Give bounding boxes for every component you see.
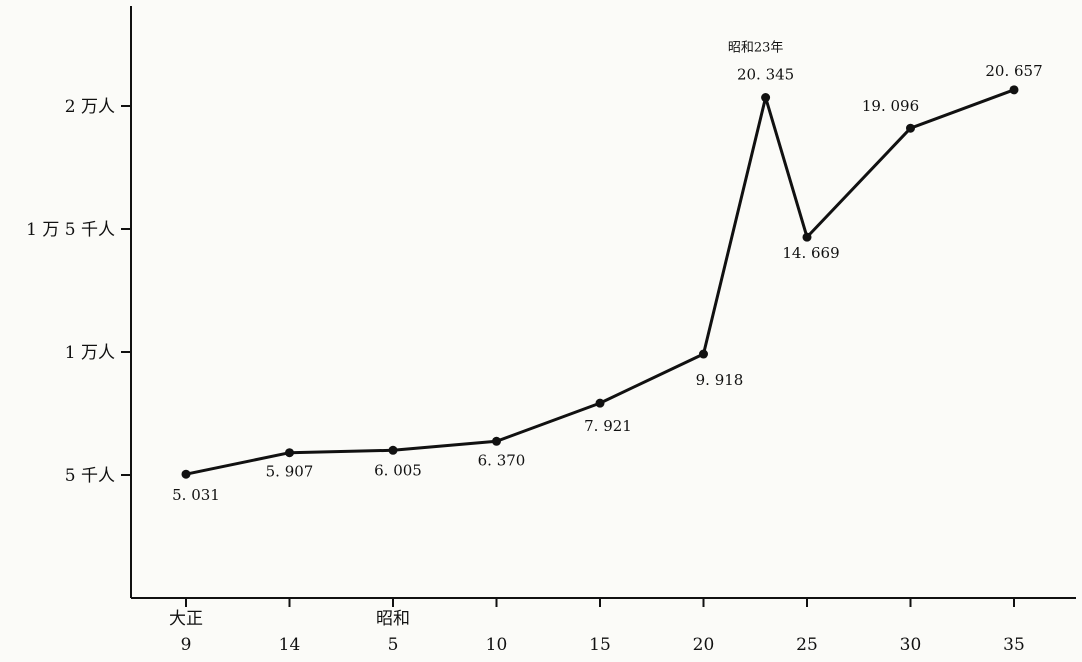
y-tick-label: 1 万人 bbox=[65, 343, 115, 363]
y-tick-label: 2 万人 bbox=[65, 97, 115, 117]
data-point bbox=[761, 93, 771, 103]
data-point bbox=[1009, 85, 1019, 95]
data-label: 5. 907 bbox=[266, 463, 314, 481]
data-label: 5. 031 bbox=[172, 486, 220, 504]
data-point bbox=[802, 232, 812, 242]
data-point bbox=[492, 436, 501, 446]
x-tick-label: 25 bbox=[796, 635, 818, 655]
x-tick-label: 9 bbox=[181, 635, 192, 655]
data-label: 20. 345 bbox=[737, 66, 794, 84]
data-label: 14. 669 bbox=[782, 244, 839, 262]
data-point bbox=[285, 448, 294, 458]
y-axis-ticks: 5 千人 1 万人 1 万 5 千人 2 万人 bbox=[26, 97, 131, 486]
x-tick-era-label: 昭和 bbox=[376, 609, 410, 629]
x-tick-label: 14 bbox=[279, 635, 301, 655]
data-point bbox=[699, 349, 708, 359]
data-label: 6. 005 bbox=[374, 461, 422, 479]
peak-annotation: 昭和23年 bbox=[728, 41, 784, 56]
data-label: 19. 096 bbox=[862, 97, 919, 115]
x-tick-label: 30 bbox=[900, 635, 922, 655]
y-tick-label: 5 千人 bbox=[65, 466, 115, 486]
data-point bbox=[595, 398, 605, 408]
x-tick-label: 5 bbox=[388, 635, 399, 655]
x-tick-label: 35 bbox=[1003, 635, 1025, 655]
data-point bbox=[388, 445, 398, 455]
series-group bbox=[181, 85, 1019, 479]
data-point bbox=[906, 123, 915, 133]
chart-axes bbox=[130, 6, 1076, 599]
x-tick-era-label: 大正 bbox=[169, 609, 203, 629]
data-labels: 5. 031 5. 907 6. 005 6. 370 7. 921 9. 918 20. … bbox=[172, 41, 1042, 505]
x-tick-label: 10 bbox=[486, 635, 508, 655]
data-label: 20. 657 bbox=[985, 62, 1042, 80]
data-label: 7. 921 bbox=[584, 417, 632, 435]
data-label: 6. 370 bbox=[478, 451, 526, 469]
population-series-line bbox=[185, 88, 1015, 476]
x-tick-label: 20 bbox=[693, 635, 715, 655]
x-tick-label: 15 bbox=[589, 635, 611, 655]
data-point bbox=[181, 469, 191, 479]
data-label: 9. 918 bbox=[696, 371, 744, 389]
x-axis-ticks: 大正 9 14 昭和 5 10 15 20 25 30 35 bbox=[169, 598, 1025, 655]
y-tick-label: 1 万 5 千人 bbox=[26, 220, 115, 240]
